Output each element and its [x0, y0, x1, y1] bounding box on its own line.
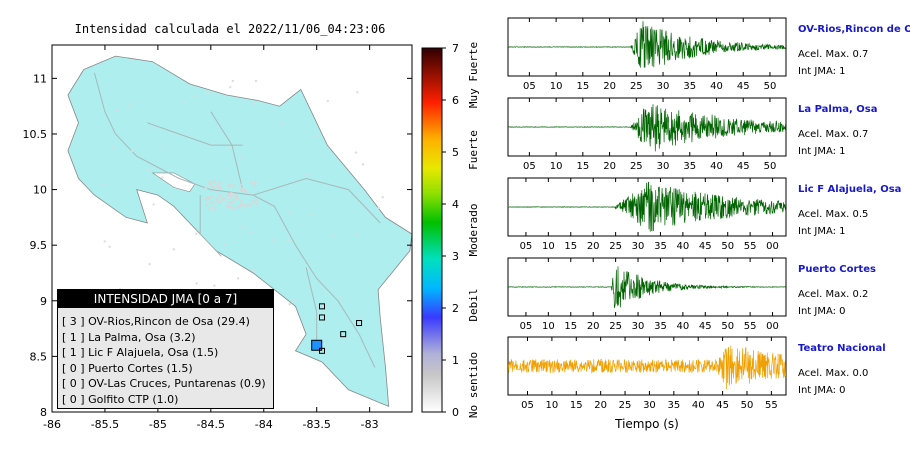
- legend-row: [ 1 ] La Palma, Osa (3.2): [62, 330, 196, 344]
- colorbar-tick: 7: [452, 42, 459, 55]
- station-acel-max: Acel. Max. 0.2: [798, 289, 869, 300]
- intensity-colorbar: [421, 47, 443, 413]
- map-title: Intensidad calculada el 2022/11/06_04:23…: [74, 22, 386, 36]
- station-marker-2: [340, 331, 347, 338]
- map-ytick: 10.5: [23, 128, 48, 141]
- map-xtick: -84.5: [197, 418, 225, 431]
- colorbar-tick: 5: [452, 146, 459, 159]
- station-acel-max: Acel. Max. 0.0: [798, 368, 869, 379]
- colorbar-tick: 6: [452, 94, 459, 107]
- map-ytick: 8.5: [30, 350, 48, 363]
- station-name: OV-Rios,Rincon de Osa: [798, 24, 910, 35]
- legend-row: [ 3 ] OV-Rios,Rincon de Osa (29.4): [62, 315, 250, 328]
- map-ytick: 9.5: [30, 239, 48, 252]
- legend-row: [ 0 ] Puerto Cortes (1.5): [62, 361, 193, 375]
- station-marker-5: [319, 314, 325, 321]
- station-marker-0: [311, 339, 323, 351]
- colorbar-category: Moderado: [467, 204, 480, 257]
- colorbar-tick: 0: [452, 406, 459, 419]
- station-marker-4: [319, 303, 325, 310]
- colorbar-category: Muy Fuerte: [467, 42, 480, 108]
- station-name: Puerto Cortes: [798, 264, 876, 275]
- map-ytick: 9: [40, 295, 47, 308]
- legend-header: INTENSIDAD JMA [0 a 7]: [58, 290, 273, 308]
- colorbar-category: No sentido: [467, 352, 480, 418]
- station-marker-3: [356, 320, 363, 327]
- station-int-jma: Int JMA: 1: [798, 226, 846, 237]
- colorbar-tick: 1: [452, 354, 459, 367]
- station-acel-max: Acel. Max. 0.5: [798, 209, 869, 220]
- station-name: Lic F Alajuela, Osa: [798, 184, 902, 195]
- map-ytick: 11: [33, 72, 47, 85]
- map-ytick: 8: [40, 406, 47, 419]
- station-int-jma: Int JMA: 1: [798, 146, 846, 157]
- legend-row: [ 1 ] Lic F Alajuela, Osa (1.5): [62, 346, 219, 359]
- station-acel-max: Acel. Max. 0.7: [798, 129, 869, 140]
- colorbar-category: Fuerte: [467, 130, 480, 170]
- colorbar-tick: 3: [452, 250, 459, 263]
- map-xtick: -84: [255, 418, 273, 431]
- costa-rica-landmass: [67, 55, 413, 408]
- map-xtick: -85: [149, 418, 167, 431]
- station-int-jma: Int JMA: 0: [798, 385, 846, 396]
- legend-row: [ 0 ] OV-Las Cruces, Puntarenas (0.9): [62, 377, 266, 390]
- colorbar-tick: 4: [452, 198, 459, 211]
- colorbar-category: Debil: [467, 288, 480, 321]
- station-name: Teatro Nacional: [798, 343, 886, 354]
- station-marker-1: [319, 347, 325, 354]
- legend-row: [ 0 ] Golfito CTP (1.0): [62, 392, 179, 406]
- intensity-legend: INTENSIDAD JMA [0 a 7] [ 3 ] OV-Rios,Rin…: [57, 289, 274, 409]
- station-int-jma: Int JMA: 0: [798, 306, 846, 317]
- station-int-jma: Int JMA: 1: [798, 66, 846, 77]
- colorbar-tick: 2: [452, 302, 459, 315]
- station-acel-max: Acel. Max. 0.7: [798, 49, 869, 60]
- map-xtick: -83.5: [302, 418, 330, 431]
- map-xtick: -86: [43, 418, 61, 431]
- map-xtick: -85.5: [91, 418, 119, 431]
- map-ytick: 10: [33, 184, 47, 197]
- station-name: La Palma, Osa: [798, 104, 878, 115]
- map-xtick: -83: [361, 418, 379, 431]
